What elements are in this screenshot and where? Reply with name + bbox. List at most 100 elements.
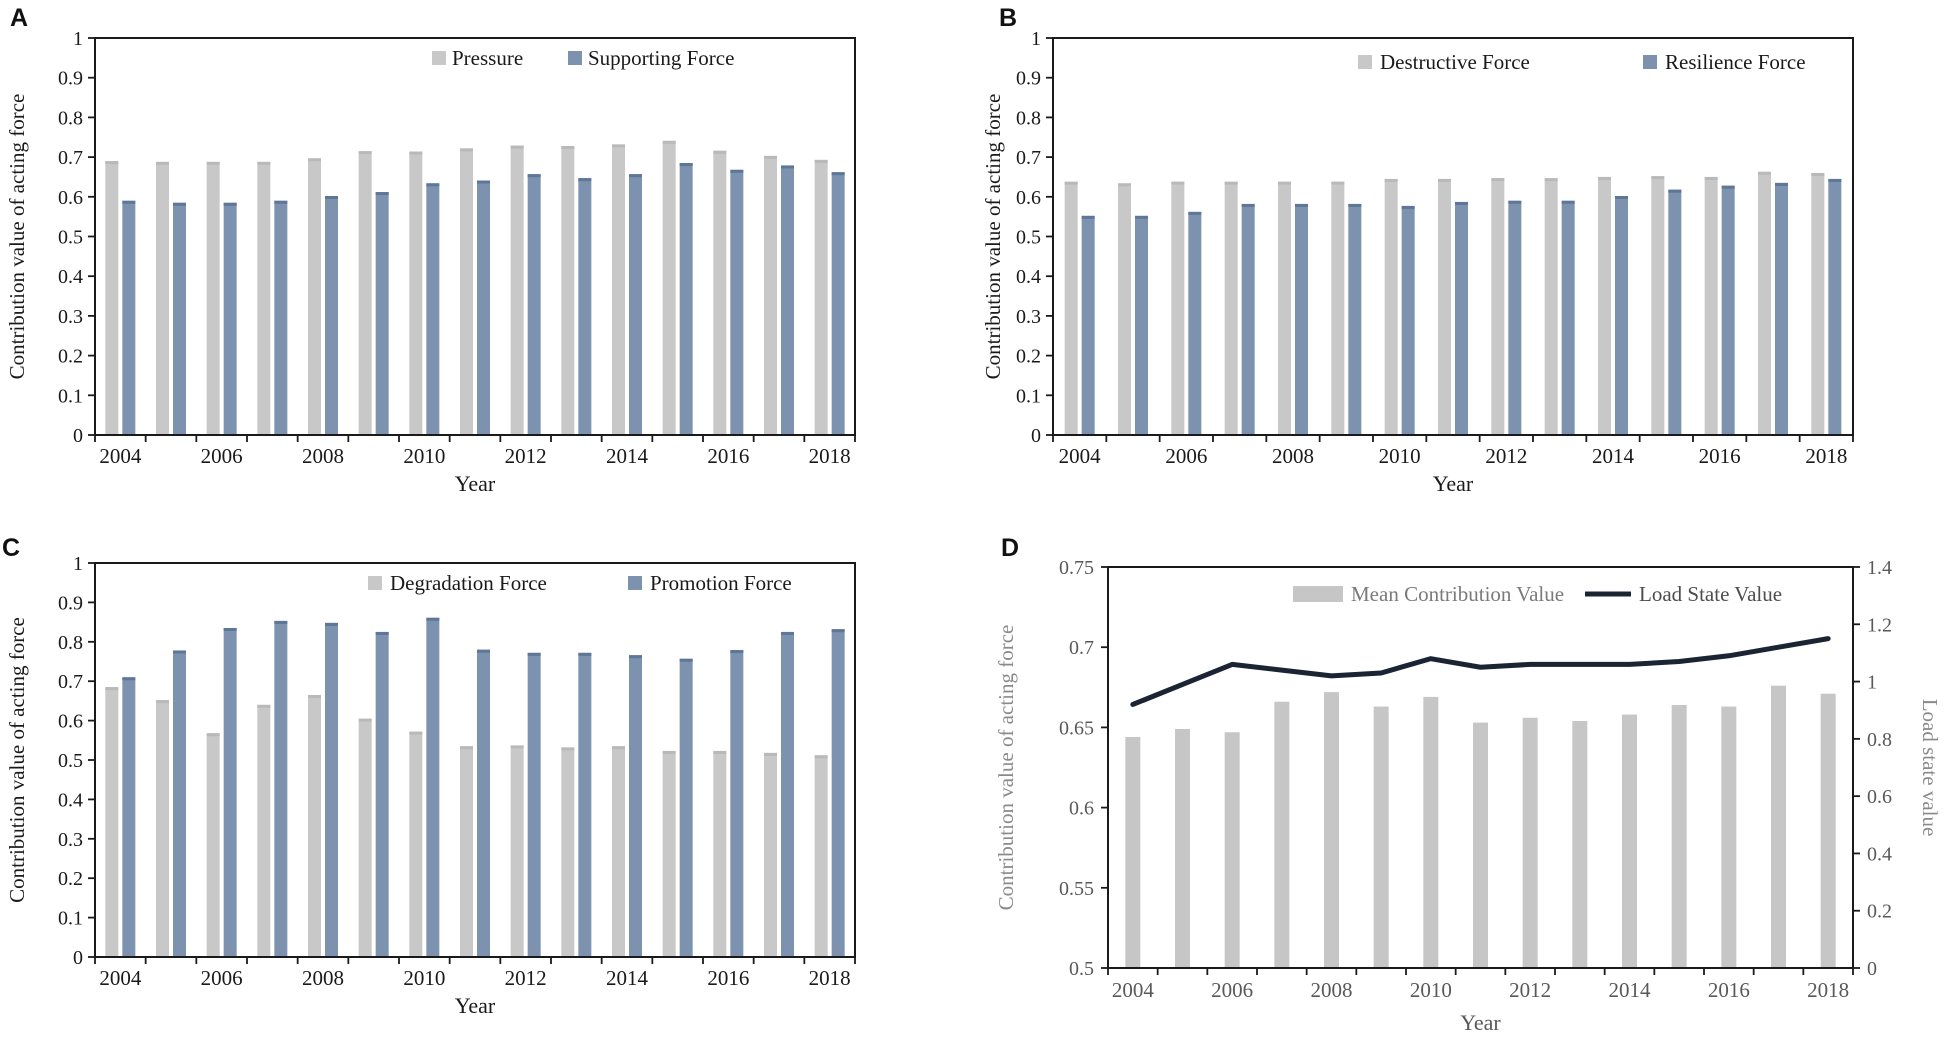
x-tick-label: 2016 bbox=[1708, 978, 1750, 1002]
bar-series1 bbox=[409, 731, 423, 957]
bar-series2 bbox=[831, 629, 845, 957]
bar-series1 bbox=[1704, 176, 1718, 435]
bar-series1 bbox=[308, 158, 321, 435]
x-tick-label: 2010 bbox=[1410, 978, 1452, 1002]
bar-cap bbox=[122, 200, 136, 204]
bar-cap bbox=[1811, 172, 1825, 176]
y-tick-label-right: 0.8 bbox=[1867, 729, 1892, 751]
bar-series2 bbox=[730, 650, 744, 957]
bar-series1 bbox=[206, 161, 220, 435]
bar-cap bbox=[1224, 181, 1238, 185]
y-tick-label: 0.8 bbox=[1016, 107, 1041, 129]
bar-series2 bbox=[1241, 203, 1255, 435]
bar-series2 bbox=[578, 652, 592, 957]
bar-series1 bbox=[510, 145, 524, 435]
legend-swatch-series1 bbox=[368, 576, 382, 590]
bar-cap bbox=[274, 620, 288, 624]
bar-cap bbox=[1241, 203, 1255, 207]
y-tick-label: 0.7 bbox=[1016, 147, 1041, 169]
bar-mean-contribution bbox=[1522, 717, 1538, 968]
bar-series1 bbox=[662, 750, 676, 957]
bar-cap bbox=[578, 652, 592, 656]
bar-cap bbox=[1064, 181, 1078, 185]
bar-series2 bbox=[122, 677, 136, 957]
bar-series2 bbox=[426, 183, 440, 435]
y-tick-label: 0.3 bbox=[58, 829, 83, 851]
plot-frame bbox=[1107, 566, 1854, 969]
bar-series2 bbox=[1615, 196, 1628, 435]
y-tick-label: 0.9 bbox=[58, 68, 83, 90]
x-tick-label: 2008 bbox=[1272, 444, 1314, 468]
x-tick-label: 2006 bbox=[1211, 978, 1253, 1002]
x-axis-title: Year bbox=[1460, 1010, 1501, 1035]
bar-cap bbox=[612, 746, 625, 750]
bar-cap bbox=[1828, 178, 1842, 182]
bar-series2 bbox=[730, 169, 744, 435]
bar-series2 bbox=[679, 658, 693, 957]
bar-series2 bbox=[1508, 200, 1522, 435]
y-tick-label: 0.4 bbox=[1016, 266, 1041, 288]
y-tick-label-left: 0.7 bbox=[1069, 637, 1094, 659]
bar-cap bbox=[325, 196, 338, 200]
bar-series1 bbox=[612, 746, 625, 957]
bar-cap bbox=[375, 192, 389, 196]
bar-series2 bbox=[831, 172, 845, 435]
x-tick-label: 2014 bbox=[1609, 978, 1652, 1002]
y-tick-label: 0.2 bbox=[58, 868, 83, 890]
x-tick-label: 2008 bbox=[302, 444, 344, 468]
legend-label: Pressure bbox=[452, 46, 523, 70]
bar-cap bbox=[1561, 200, 1575, 204]
legend-swatch-series2 bbox=[628, 576, 642, 590]
plot-frame bbox=[94, 562, 856, 958]
y-axis-title: Contribution value of acting force bbox=[5, 617, 29, 903]
bar-series2 bbox=[679, 163, 693, 435]
bar-series1 bbox=[510, 745, 524, 957]
bar-mean-contribution bbox=[1373, 706, 1389, 968]
x-tick-label: 2016 bbox=[707, 444, 749, 468]
x-tick-label: 2010 bbox=[403, 966, 445, 990]
bar-cap bbox=[1455, 201, 1468, 205]
bar-series2 bbox=[1401, 205, 1415, 435]
y-tick-label-left: 0.6 bbox=[1069, 798, 1094, 820]
y-tick-label: 0.3 bbox=[58, 306, 83, 328]
bar-cap bbox=[679, 163, 693, 167]
chart-mean-contribution-and-load-state: 0.5 0.55 0.6 0.65 0.7 0.75 0 0.2 0.4 0.6 0.8 1 1.2 1.… bbox=[994, 557, 1942, 1035]
x-axis-title: Year bbox=[1433, 471, 1474, 496]
bar-cap bbox=[1615, 196, 1628, 200]
y-tick-label: 0.9 bbox=[1016, 68, 1041, 90]
bar-series1 bbox=[1278, 181, 1291, 435]
bar-cap bbox=[713, 150, 727, 154]
bar-series2 bbox=[1295, 203, 1308, 435]
y-tick-label-left: 0.55 bbox=[1059, 878, 1094, 900]
bar-cap bbox=[730, 169, 744, 173]
y-tick-label-right: 1.2 bbox=[1867, 614, 1892, 636]
bar-series1 bbox=[358, 718, 372, 957]
y-axis-title: Contribution value of acting force bbox=[5, 94, 29, 380]
chart-pressure-vs-supporting-force: 0 0.1 0.2 0.3 0.4 0.5 0.6 0.7 0.8 0.9 1 2004 2006 200… bbox=[5, 28, 856, 496]
bar-cap bbox=[1348, 203, 1362, 207]
x-tick-label: 2018 bbox=[1805, 444, 1847, 468]
bar-cap bbox=[814, 159, 828, 163]
legend-label-line: Load State Value bbox=[1639, 582, 1782, 606]
bar-series2 bbox=[223, 202, 237, 435]
bar-cap bbox=[156, 161, 169, 165]
bar-series1 bbox=[1064, 181, 1078, 435]
bar-series1 bbox=[409, 151, 423, 436]
bar-series2 bbox=[1348, 203, 1362, 435]
bar-cap bbox=[1401, 205, 1415, 209]
panel-d: D 0.5 0.55 0.6 0.65 0.7 0.75 0 0.2 0.4 0.6 0.8 1 1.2… bbox=[973, 520, 1946, 1052]
bar-series1 bbox=[308, 694, 321, 957]
bar-cap bbox=[426, 183, 440, 187]
y-tick-label: 0.5 bbox=[58, 750, 83, 772]
bar-cap bbox=[257, 704, 271, 708]
bar-mean-contribution bbox=[1820, 693, 1836, 968]
bar-cap bbox=[561, 747, 575, 751]
bar-series2 bbox=[274, 200, 288, 435]
y-axis-title: Contribution value of acting force bbox=[981, 94, 1005, 380]
bar-cap bbox=[1135, 215, 1148, 219]
bar-cap bbox=[173, 650, 186, 654]
bar-mean-contribution bbox=[1175, 729, 1190, 968]
chart-destructive-vs-resilience-force: 0 0.1 0.2 0.3 0.4 0.5 0.6 0.7 0.8 0.9 1 2004 2006 200… bbox=[981, 28, 1854, 496]
y-axis-title-right: Load state value bbox=[1918, 699, 1942, 837]
y-tick-label: 0.6 bbox=[58, 711, 83, 733]
